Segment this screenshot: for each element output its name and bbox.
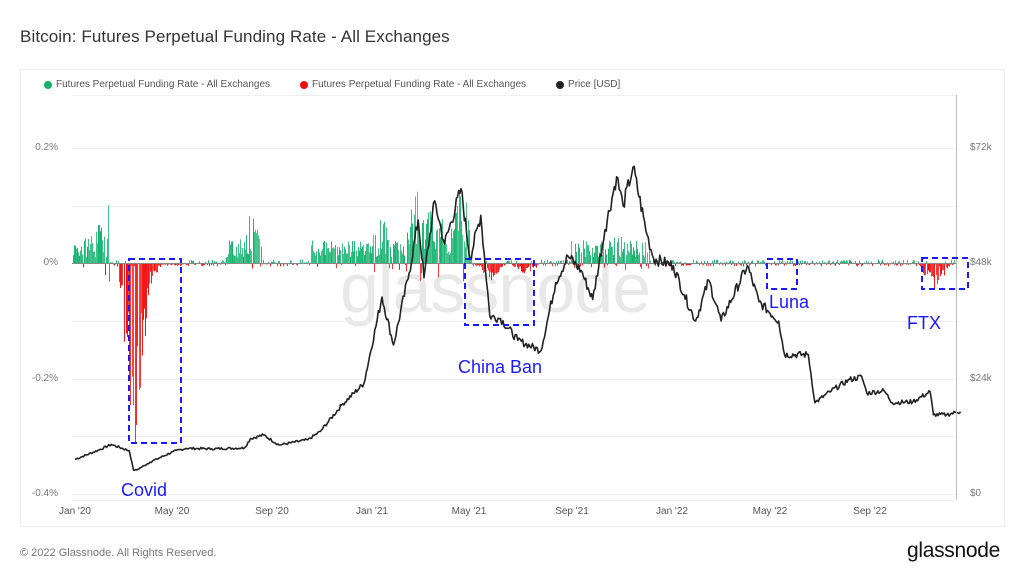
annotation-covid: Covid [121,480,168,500]
legend-label: Price [USD] [568,79,621,90]
annotation-boxes [128,257,969,444]
chart-title: Bitcoin: Futures Perpetual Funding Rate … [20,27,450,46]
x-tick: Sep '20 [255,506,289,517]
x-tick: Jan '21 [356,506,388,517]
legend-dot-icon [44,80,52,89]
gridlines [72,148,956,495]
y-left-tick: -0.2% [31,373,58,384]
luna-box [766,258,798,290]
price-line [74,165,962,472]
y-right-tick: $72k [970,142,992,153]
copyright-text: © 2022 Glassnode. All Rights Reserved. [20,547,217,559]
funding-rate-bars [73,191,955,444]
x-tick: Sep '21 [555,506,589,517]
y-left-tick: -0.4% [31,488,58,499]
legend-dot-icon [300,80,309,89]
legend-divider [72,95,956,96]
annotation-ftx: FTX [907,313,941,333]
annotation-luna: Luna [769,292,810,312]
legend-item-funding-positive[interactable]: Futures Perpetual Funding Rate - All Exc… [44,79,270,90]
covid-box [128,258,182,444]
y-right-tick: $48k [970,257,992,268]
x-tick: May '22 [752,506,788,517]
x-tick: Jan '22 [656,506,688,517]
x-tick: May '20 [154,506,190,517]
x-tick: Jan '20 [59,506,91,517]
y-right-tick: $24k [970,373,992,384]
chart-frame [20,69,1005,527]
legend-item-price[interactable]: Price [USD] [556,79,620,90]
legend-label: Futures Perpetual Funding Rate - All Exc… [56,79,271,90]
annotation-china-ban: China Ban [458,357,543,377]
y-right-tick: $0 [970,488,982,499]
glassnode-logo[interactable]: glassnode [906,539,1000,562]
y-left-tick: 0.2% [35,142,58,153]
legend-dot-icon [556,80,565,89]
china-ban-box [464,258,535,326]
x-tick: Sep '22 [853,506,887,517]
legend-item-funding-negative[interactable]: Futures Perpetual Funding Rate - All Exc… [300,79,526,90]
x-tick: May '21 [451,506,487,517]
y-left-tick: 0% [43,257,58,268]
legend-label: Futures Perpetual Funding Rate - All Exc… [312,79,527,90]
ftx-box [921,257,969,290]
chart-legend: Futures Perpetual Funding Rate - All Exc… [44,79,650,90]
